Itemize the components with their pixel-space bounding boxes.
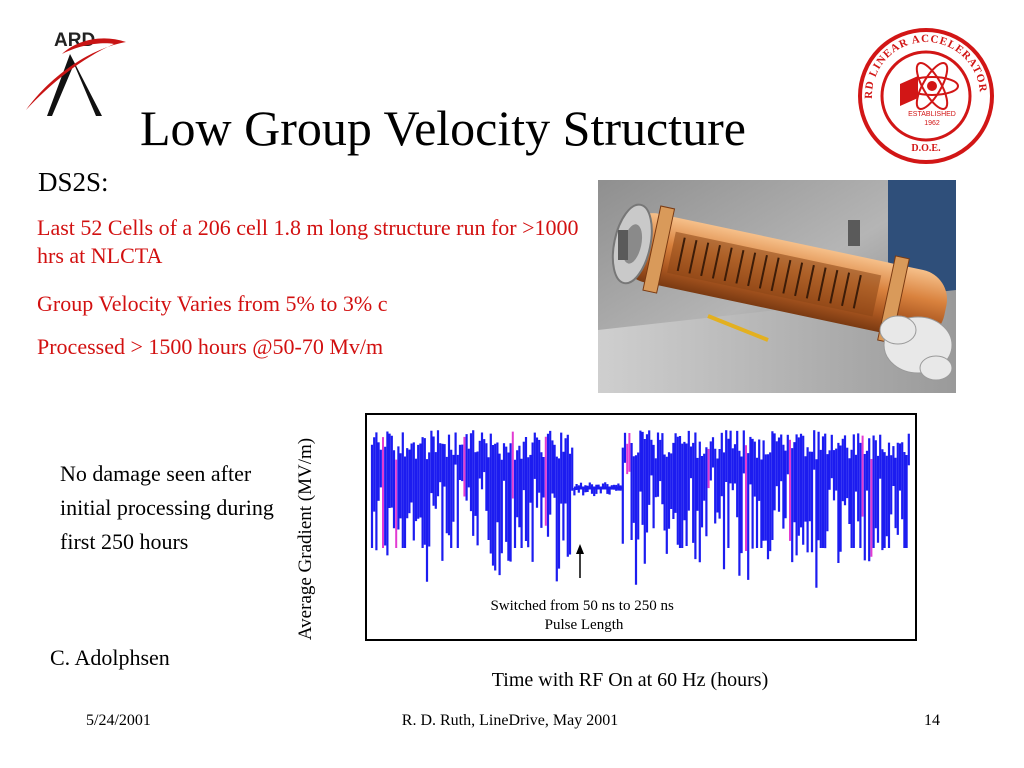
ard-logo-text: ARD	[54, 30, 95, 51]
footer-center: R. D. Ruth, LineDrive, May 2001	[401, 712, 619, 729]
slide-title: Low Group Velocity Structure	[140, 100, 746, 156]
ard-logo: ARD	[26, 30, 126, 116]
chart-y-axis-label: Average Gradient (MV/m)	[295, 437, 316, 641]
gradient-traces	[370, 430, 910, 588]
structure-photo	[598, 180, 956, 393]
chart-annotation-line2: Pulse Length	[545, 617, 624, 633]
chart-annotation: Switched from 50 ns to 250 ns Pulse Leng…	[490, 598, 677, 633]
bullet-group-velocity: Group Velocity Varies from 5% to 3% c	[37, 291, 388, 316]
bullet-structure: Last 52 Cells of a 206 cell 1.8 m long s…	[37, 215, 579, 268]
annotation-arrow-head	[576, 544, 584, 554]
bullet-processed: Processed > 1500 hours @50-70 Mv/m	[37, 334, 384, 359]
seal-established-text: ESTABLISHED	[908, 111, 956, 118]
author-credit: C. Adolphsen	[50, 645, 170, 670]
chart-x-axis-label: Time with RF On at 60 Hz (hours)	[491, 669, 769, 691]
section-heading: DS2S:	[38, 167, 109, 197]
footer-date: 5/24/2001	[86, 712, 151, 729]
slac-seal: STANFORD LINEAR ACCELERATOR CENTER ESTAB…	[852, 24, 1000, 164]
seal-year-text: 1962	[924, 120, 940, 127]
gradient-chart: Switched from 50 ns to 250 ns Pulse Leng…	[365, 413, 917, 641]
footer-page-number: 14	[924, 712, 940, 729]
chart-annotation-line1: Switched from 50 ns to 250 ns	[490, 598, 673, 614]
no-damage-note: No damage seen after initial processing …	[60, 461, 274, 554]
seal-bottom-text: D.O.E.	[911, 143, 941, 154]
